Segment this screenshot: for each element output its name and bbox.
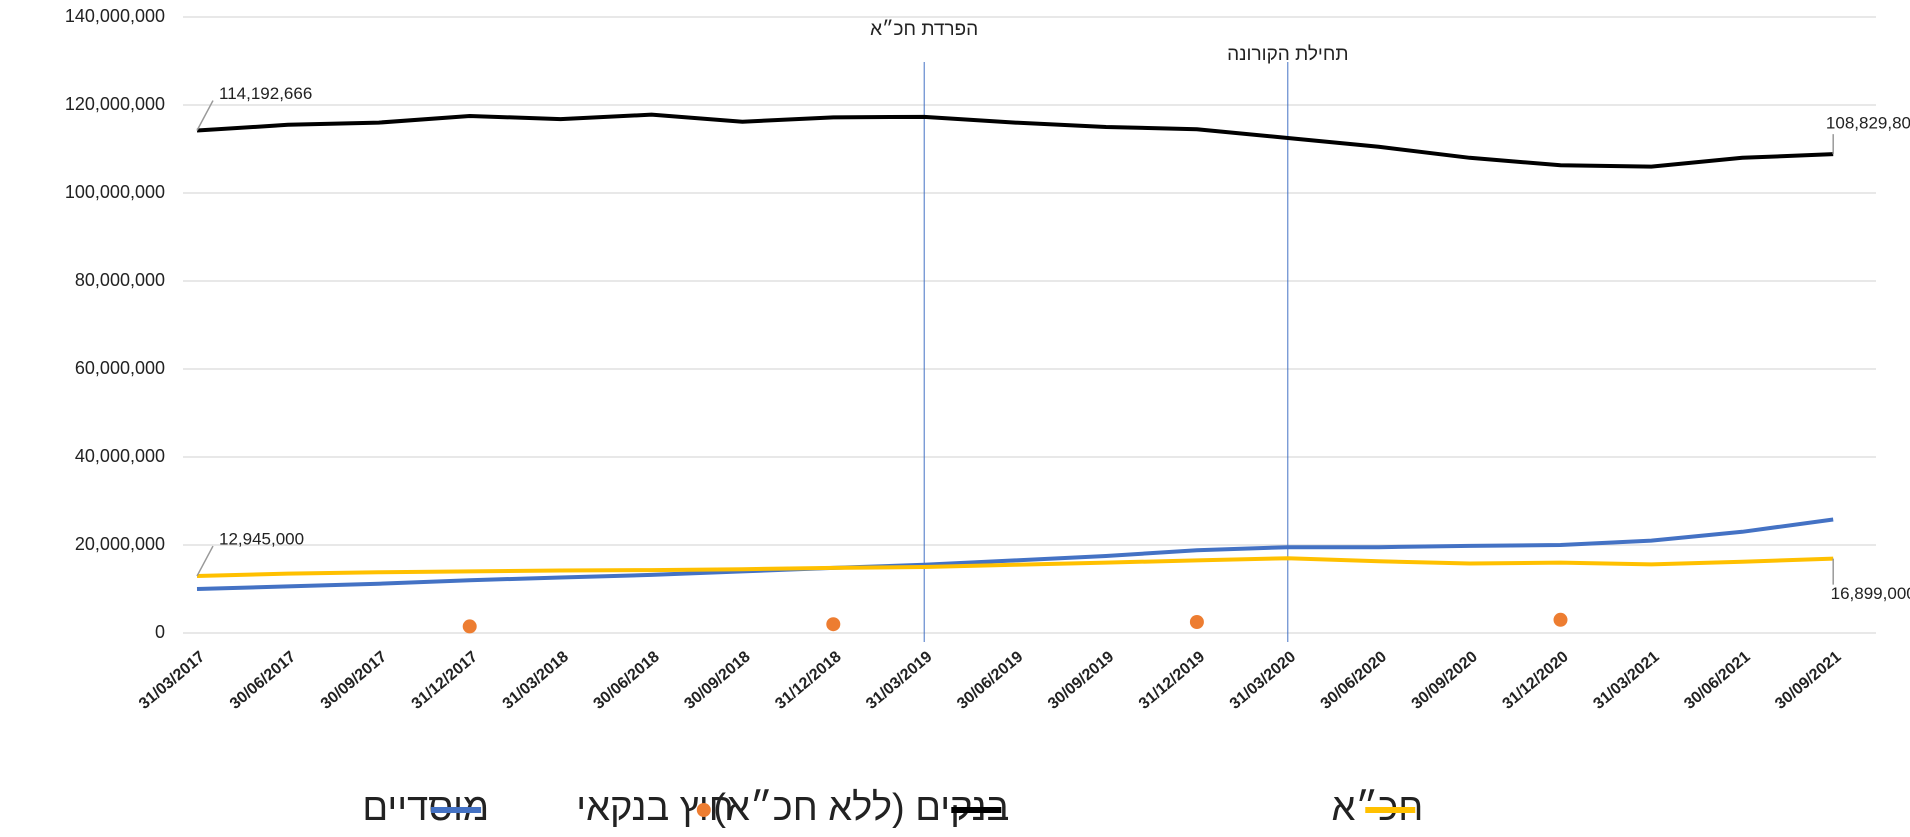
x-tick-label: 30/06/2019 (954, 648, 1026, 713)
x-tick-label: 30/06/2021 (1681, 648, 1753, 713)
x-tick-label: 31/12/2018 (772, 648, 844, 713)
leader-line (196, 100, 214, 131)
legend-swatch (696, 803, 711, 817)
annotation-text: תחילת הקורונה (1227, 44, 1348, 65)
x-tick-label: 31/12/2019 (1136, 648, 1208, 713)
point (1553, 612, 1568, 627)
x-tick-label: 30/09/2017 (318, 648, 390, 713)
point (826, 617, 841, 632)
x-tick-label: 30/09/2019 (1045, 648, 1117, 713)
series-line (196, 112, 1834, 169)
x-tick-label: 30/09/2018 (681, 648, 753, 713)
data-label: 108,829,800 (1826, 114, 1910, 133)
series-line (196, 556, 1834, 579)
series-line (196, 517, 1834, 591)
point (462, 619, 477, 634)
leader-line (196, 545, 214, 577)
x-tick-label: 30/09/2021 (1772, 648, 1844, 713)
data-label: 114,192,666 (219, 84, 312, 103)
x-tick-label: 30/06/2017 (227, 648, 299, 713)
y-tick-label: 0 (155, 622, 165, 642)
x-tick-label: 30/06/2020 (1318, 648, 1390, 713)
x-tick-label: 31/03/2019 (863, 648, 935, 713)
x-tick-label: 30/06/2018 (591, 648, 663, 713)
x-tick-label: 31/03/2017 (136, 648, 208, 713)
x-tick-label: 30/09/2020 (1409, 648, 1481, 713)
y-tick-label: 120,000,000 (65, 94, 165, 114)
data-label: 16,899,000 (1831, 584, 1910, 603)
y-tick-label: 20,000,000 (75, 534, 165, 554)
annotation-text: הפרדת חכ״א (870, 19, 978, 40)
y-tick-label: 100,000,000 (65, 182, 165, 202)
y-tick-label: 80,000,000 (75, 270, 165, 290)
x-tick-label: 31/03/2018 (500, 648, 572, 713)
y-tick-label: 140,000,000 (65, 6, 165, 26)
data-label: 12,945,000 (219, 530, 304, 549)
y-tick-label: 60,000,000 (75, 358, 165, 378)
point (1189, 615, 1204, 629)
y-tick-label: 40,000,000 (75, 446, 165, 466)
x-tick-label: 31/12/2020 (1500, 648, 1572, 713)
x-tick-label: 31/12/2017 (409, 648, 481, 713)
x-tick-label: 31/03/2020 (1227, 648, 1299, 713)
x-tick-label: 31/03/2021 (1590, 648, 1662, 713)
